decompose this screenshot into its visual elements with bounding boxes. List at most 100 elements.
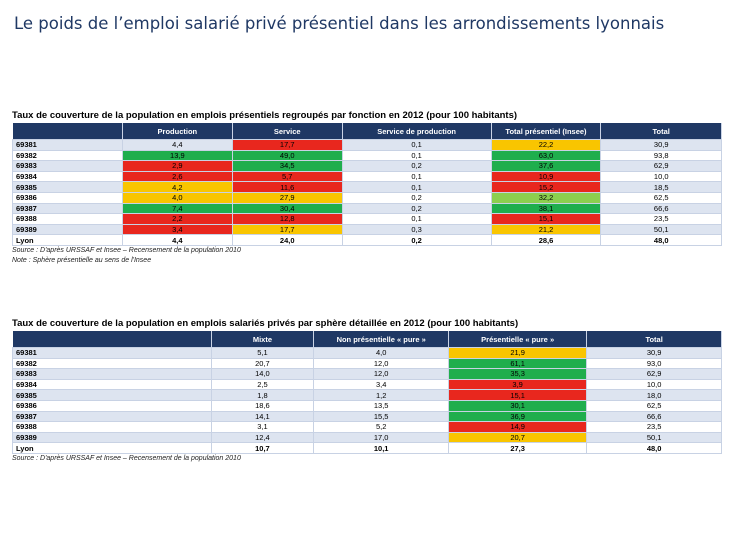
table1-cell: 23,5 <box>600 213 722 225</box>
table1-cell: 0,1 <box>341 181 492 193</box>
table1-cell: 0,2 <box>341 191 492 204</box>
table2-cell: 30,1 <box>448 399 588 412</box>
table1-cell: 0,2 <box>341 160 492 172</box>
table2-cell: 14,1 <box>210 410 315 423</box>
table2-cell: 1,8 <box>210 389 315 401</box>
table1-cell: 34,5 <box>231 160 343 172</box>
table1-cell: 27,9 <box>231 191 343 204</box>
table1-cell: 38,1 <box>490 202 602 215</box>
table2-cell: 15,5 <box>313 410 450 423</box>
table1-cell: 0,1 <box>341 213 492 225</box>
table2-row-code: 69388 <box>12 421 212 433</box>
table1-cell: 15,2 <box>490 181 602 193</box>
table2-cell: 30,9 <box>586 347 722 359</box>
table2-row: 69382 20,7 12,0 61,1 93,0 <box>12 357 722 370</box>
table2-cell: 35,3 <box>448 368 588 380</box>
table1-row-code: 69387 <box>12 202 123 215</box>
table1-source: Source : D'après URSSAF et Insee – Recen… <box>12 247 241 255</box>
table1-header-cell: Production <box>122 123 233 140</box>
table2-total-cell: 10,1 <box>313 442 450 455</box>
table1-row: 69381 4,4 17,7 0,1 22,2 30,9 <box>12 139 722 151</box>
table1-cell: 2,9 <box>121 160 233 172</box>
table1-row: 69383 2,9 34,5 0,2 37,6 62,9 <box>12 160 722 172</box>
table1-row-code: 69383 <box>12 160 123 172</box>
table2-header-cell: Présentielle « pure » <box>448 331 588 348</box>
table1-header-row: Production Service Service de production To… <box>12 123 722 140</box>
table2-cell: 2,5 <box>210 378 315 391</box>
table2-row-code: 69387 <box>12 410 212 423</box>
table2-total-code: Lyon <box>12 442 212 455</box>
table2-cell: 62,5 <box>586 399 722 412</box>
table1-header-cell <box>12 123 123 140</box>
table1-cell: 0,2 <box>341 202 492 215</box>
table1-cell: 4,4 <box>121 139 233 151</box>
table2-cell: 14,0 <box>210 368 315 380</box>
table1-row-code: 69384 <box>12 170 123 183</box>
table2-row: 69385 1,8 1,2 15,1 18,0 <box>12 389 722 401</box>
table1: Production Service Service de production To… <box>12 123 722 247</box>
table1-cell: 2,2 <box>121 213 233 225</box>
table1-cell: 32,2 <box>490 191 602 204</box>
table1-cell: 0,1 <box>341 149 492 162</box>
table2-header-cell: Non présentielle « pure » <box>313 331 450 348</box>
table1-row-code: 69381 <box>12 139 123 151</box>
table2-cell: 5,1 <box>210 347 315 359</box>
table2-cell: 14,9 <box>448 421 588 433</box>
table1-cell: 10,0 <box>600 170 722 183</box>
table2-row-code: 69386 <box>12 399 212 412</box>
table2-cell: 66,6 <box>586 410 722 423</box>
table2-cell: 50,1 <box>586 431 722 444</box>
table1-cell: 17,7 <box>231 139 343 151</box>
table1-total-row: Lyon 4,4 24,0 0,2 28,6 48,0 <box>12 234 722 247</box>
table1-cell: 50,1 <box>600 223 722 236</box>
table1-cell: 18,5 <box>600 181 722 193</box>
table2-cell: 36,9 <box>448 410 588 423</box>
table2-total-cell: 48,0 <box>586 442 722 455</box>
table1-cell: 0,1 <box>341 170 492 183</box>
table2-row-code: 69384 <box>12 378 212 391</box>
table2-cell: 93,0 <box>586 357 722 370</box>
table1-row: 69389 3,4 17,7 0,3 21,2 50,1 <box>12 223 722 236</box>
table1-cell: 4,0 <box>121 191 233 204</box>
table1-header-cell: Service <box>232 123 343 140</box>
table2-cell: 17,0 <box>313 431 450 444</box>
table2-cell: 18,6 <box>210 399 315 412</box>
table2-cell: 1,2 <box>313 389 450 401</box>
table2-block: Taux de couverture de la population en e… <box>12 318 722 464</box>
table2-cell: 15,1 <box>448 389 588 401</box>
table1-total-code: Lyon <box>12 234 123 247</box>
table2-cell: 3,9 <box>448 378 588 391</box>
table1-cell: 93,8 <box>600 149 722 162</box>
table1-row-code: 69386 <box>12 191 123 204</box>
table2-cell: 61,1 <box>448 357 588 370</box>
table1-cell: 22,2 <box>490 139 602 151</box>
table1-row-code: 69382 <box>12 149 123 162</box>
table1-cell: 63,0 <box>490 149 602 162</box>
table2-row: 69389 12,4 17,0 20,7 50,1 <box>12 431 722 444</box>
table2-row-code: 69382 <box>12 357 212 370</box>
table1-header-cell: Total <box>600 123 722 140</box>
table1-header-cell: Total présentiel (Insee) <box>491 123 602 140</box>
table2-cell: 12,0 <box>313 368 450 380</box>
table2-cell: 21,9 <box>448 347 588 359</box>
table2-row-code: 69383 <box>12 368 212 380</box>
table1-cell: 21,2 <box>490 223 602 236</box>
table2-row-code: 69381 <box>12 347 212 359</box>
table2-row: 69388 3,1 5,2 14,9 23,5 <box>12 421 722 433</box>
table1-row: 69382 13,9 49,0 0,1 63,0 93,8 <box>12 149 722 162</box>
table1-cell: 7,4 <box>121 202 233 215</box>
table2-total-row: Lyon 10,7 10,1 27,3 48,0 <box>12 442 722 455</box>
table2-row: 69386 18,6 13,5 30,1 62,5 <box>12 399 722 412</box>
table2-cell: 12,0 <box>313 357 450 370</box>
table1-row: 69388 2,2 12,8 0,1 15,1 23,5 <box>12 213 722 225</box>
table1-cell: 13,9 <box>121 149 233 162</box>
table2-header-cell: Mixte <box>211 331 315 348</box>
table1-cell: 5,7 <box>231 170 343 183</box>
table2-cell: 3,4 <box>313 378 450 391</box>
table1-cell: 49,0 <box>231 149 343 162</box>
table2-cell: 4,0 <box>313 347 450 359</box>
table2-row: 69383 14,0 12,0 35,3 62,9 <box>12 368 722 380</box>
table1-row: 69384 2,6 5,7 0,1 10,9 10,0 <box>12 170 722 183</box>
table1-row-code: 69388 <box>12 213 123 225</box>
table1-row: 69386 4,0 27,9 0,2 32,2 62,5 <box>12 191 722 204</box>
